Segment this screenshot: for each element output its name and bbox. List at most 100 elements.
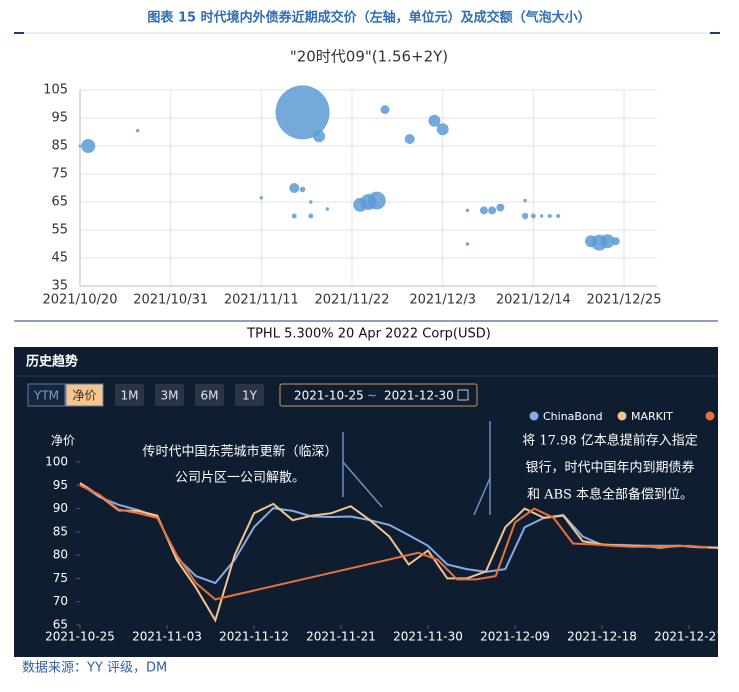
x-tick-label: 2021/12/3 bbox=[409, 293, 476, 308]
bubble bbox=[488, 206, 497, 215]
bubble bbox=[289, 183, 300, 193]
bubble bbox=[465, 242, 470, 246]
bubble bbox=[275, 85, 330, 140]
bubble bbox=[309, 200, 313, 204]
bubble bbox=[521, 212, 529, 220]
annotation-pointer bbox=[342, 461, 383, 508]
legend-label: ChinaBond bbox=[543, 410, 603, 423]
x-tick-label: 2021/11/22 bbox=[315, 293, 390, 308]
range-button[interactable] bbox=[235, 384, 264, 406]
y-axis-label: 净价 bbox=[51, 434, 75, 448]
y-tick-label: 85 bbox=[51, 139, 68, 154]
y-tick-label: 105 bbox=[43, 83, 68, 98]
tab-label: 净价 bbox=[72, 389, 96, 403]
date-to: 2021-12-30 bbox=[384, 389, 454, 403]
bubble bbox=[465, 208, 470, 213]
range-label: 6M bbox=[201, 389, 219, 403]
y-tick-label: 95 bbox=[51, 111, 68, 126]
figure-caption: 图表 15 时代境内外债券近期成交价（左轴，单位元）及成交额（气泡大小） bbox=[147, 10, 590, 26]
date-sep: ~ bbox=[367, 389, 377, 403]
x-tick-label: 2021-12-09 bbox=[480, 630, 550, 644]
annotation: 银行，时代中国年内到期债券 bbox=[525, 460, 694, 476]
bubble bbox=[496, 203, 505, 212]
date-from: 2021-10-25 bbox=[294, 389, 364, 403]
x-tick-label: 2021-11-12 bbox=[219, 630, 289, 644]
y-tick-label: 65 bbox=[51, 195, 68, 210]
x-tick-label: 2021-10-25 bbox=[45, 630, 115, 644]
range-button[interactable] bbox=[155, 384, 184, 406]
bubble bbox=[291, 213, 297, 219]
bubble bbox=[428, 114, 441, 127]
annotation: 公司片区一公司解散。 bbox=[175, 471, 305, 486]
annotation: 传时代中国东莞城市更新（临深） bbox=[142, 444, 337, 460]
y-tick-label: 80 bbox=[53, 548, 68, 562]
y-tick-label: 75 bbox=[53, 571, 68, 585]
bubble bbox=[539, 214, 544, 218]
bubble bbox=[436, 123, 449, 136]
tab-label: YTM bbox=[33, 389, 59, 403]
x-tick-label: 2021/11/11 bbox=[224, 293, 299, 308]
annotation: 将 17.98 亿本息提前存入指定 bbox=[522, 433, 697, 449]
bubble bbox=[81, 139, 96, 153]
bubble bbox=[479, 206, 488, 215]
range-label: 3M bbox=[161, 389, 179, 403]
bubble bbox=[530, 213, 536, 219]
bubble bbox=[308, 213, 314, 219]
y-tick-label: 90 bbox=[53, 501, 68, 515]
date-range[interactable] bbox=[279, 383, 478, 407]
panel-title: 历史趋势 bbox=[26, 354, 78, 370]
legend-swatch bbox=[529, 411, 539, 421]
calendar-icon bbox=[457, 389, 469, 401]
y-tick-label: 65 bbox=[53, 618, 68, 632]
x-tick-label: 2021/12/25 bbox=[587, 293, 662, 308]
bubble bbox=[135, 128, 140, 133]
bubble bbox=[78, 144, 82, 148]
y-tick-label: 45 bbox=[51, 251, 68, 266]
y-tick-label: 75 bbox=[51, 167, 68, 182]
x-tick-label: 2021-11-21 bbox=[306, 630, 376, 644]
x-tick-label: 2021/12/14 bbox=[496, 293, 571, 308]
range-label: 1M bbox=[121, 389, 139, 403]
y-tick-label: 100 bbox=[45, 455, 68, 469]
tab-button[interactable] bbox=[27, 383, 66, 407]
bubble bbox=[556, 214, 561, 218]
bubble bbox=[404, 134, 415, 144]
tab-button[interactable] bbox=[65, 383, 104, 407]
legend-swatch bbox=[705, 411, 715, 421]
range-label: 1Y bbox=[242, 389, 258, 403]
y-tick-label: 35 bbox=[51, 279, 68, 294]
y-tick-label: 55 bbox=[51, 223, 68, 238]
series-line bbox=[79, 484, 709, 601]
bubble bbox=[523, 198, 527, 203]
chart-title: "20时代09"(1.56+2Y) bbox=[290, 48, 448, 66]
x-tick-label: 2021-12-27 bbox=[654, 630, 724, 644]
bubble bbox=[259, 196, 264, 200]
plot: 净价 65 70 75 80 85 90 95 100 2021-10-25 2021-11-03 2… bbox=[45, 410, 734, 644]
annotation-pointer bbox=[473, 477, 491, 516]
bubble bbox=[600, 234, 615, 249]
x-tick-label: 2021/10/20 bbox=[43, 293, 118, 308]
y-tick-label: 70 bbox=[53, 594, 68, 608]
bubble bbox=[380, 105, 390, 115]
x-tick-label: 2021-11-03 bbox=[132, 630, 202, 644]
x-tick-label: 2021/10/31 bbox=[133, 293, 208, 308]
x-tick-label: 2021-12-18 bbox=[567, 630, 637, 644]
x-tick-label: 2021-11-30 bbox=[393, 630, 463, 644]
bubble bbox=[611, 237, 620, 246]
legend-label: RP bbox=[719, 410, 734, 423]
y-tick-label: 85 bbox=[53, 524, 68, 538]
source: 数据来源：YY 评级，DM bbox=[22, 661, 167, 676]
range-button[interactable] bbox=[115, 384, 144, 406]
chart-title: TPHL 5.300% 20 Apr 2022 Corp(USD) bbox=[246, 327, 491, 342]
bubble bbox=[325, 207, 330, 211]
annotation: 和 ABS 本息全部备偿到位。 bbox=[527, 487, 693, 503]
bubble bbox=[313, 130, 326, 143]
legend-label: MARKIT bbox=[631, 410, 673, 423]
bubble bbox=[547, 214, 552, 218]
range-button[interactable] bbox=[195, 384, 224, 406]
bubble bbox=[367, 191, 386, 210]
bubble bbox=[299, 186, 306, 193]
y-tick-label: 95 bbox=[53, 478, 68, 492]
legend-swatch bbox=[617, 411, 627, 421]
